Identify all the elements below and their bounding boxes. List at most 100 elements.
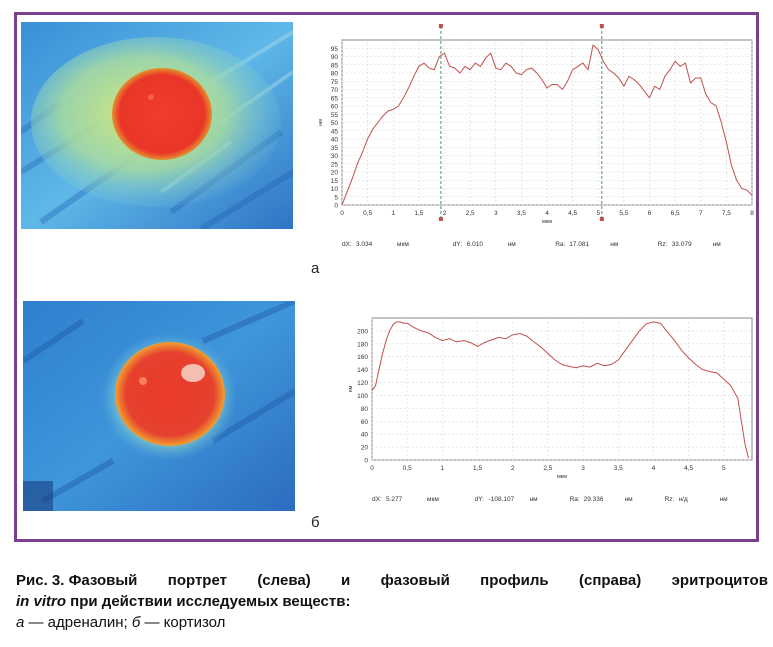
panel-letter-b: б [311,514,320,531]
y-tick-label: 60 [331,104,339,111]
phase-portrait-b [23,301,295,511]
measurement-label: dX: [372,496,382,503]
y-tick-label: 90 [331,54,339,61]
x-tick-label: 2 [443,210,447,217]
y-tick-label: 120 [357,380,368,387]
x-axis-label: мкм [542,219,552,225]
caption-label-a: а [16,614,25,631]
y-tick-label: 30 [331,153,339,160]
plot-area [371,317,753,461]
measurement-unit: нм [508,241,517,248]
y-tick-label: 40 [361,432,369,439]
measurement-label: Rz: [665,496,675,503]
y-tick-label: 20 [331,170,339,177]
profile-chart-b-svg: 0 20 40 60 80 100 120 140 160 180 200 0 0,5 1 1,5 2 2,5 3… [348,317,753,503]
cursor-marker-bottom [438,217,443,221]
caption-word: и [341,572,351,589]
x-tick-label: 1,5 [473,465,482,472]
measurement-label: dY: [475,496,485,503]
x-tick-label: 7,5 [722,210,731,217]
caption-word: (справа) [579,572,642,589]
caption-word: портрет [167,572,227,589]
phase-portrait-a-image [21,22,293,229]
y-tick-label: 0 [334,203,338,210]
measurement-value: -108.107 [489,496,515,503]
caption-text-a: — адреналин; [24,614,132,631]
y-tick-label: 70 [331,87,339,94]
y-tick-label: 100 [357,393,368,400]
y-tick-label: 50 [331,120,339,127]
measurement-label: Rz: [658,241,668,248]
phase-portrait-a [21,22,293,229]
measurement-value: 5.277 [386,496,403,503]
measurement-unit: нм [713,241,722,248]
x-tick-label: 0,5 [403,465,412,472]
x-tick-label: 4 [545,210,549,217]
x-tick-label: 2,5 [466,210,475,217]
measurement-label: Ra: [555,241,565,248]
cursor-marker-top [599,24,604,28]
caption-label-b: б [131,614,141,631]
caption-line-3: а — адреналин; б — кортизол [16,612,768,633]
x-tick-label: 5,5 [619,210,628,217]
caption-line-1: Рис. 3. Фазовый портрет (слева) и фазовы… [16,570,768,591]
x-tick-label: 8 [750,210,754,217]
x-tick-label: 3 [581,465,585,472]
cursor-marker-top [438,24,443,28]
measurement-unit: нм [720,496,729,503]
measurement-unit: мкм [397,241,409,248]
measurement-unit: нм [625,496,634,503]
y-tick-label: 40 [331,137,339,144]
x-tick-label: 0 [340,210,344,217]
measurement-value: 33.079 [672,241,692,248]
y-tick-label: 65 [331,95,339,102]
x-tick-label: 5 [596,210,600,217]
y-tick-label: 20 [361,445,369,452]
profile-series-line [341,44,753,206]
measurement-value: 3.034 [356,241,373,248]
y-axis-label: нм [348,385,354,392]
caption-word: эритроцитов [671,572,768,589]
x-tick-label: 3,5 [517,210,526,217]
panel-letter-a: а [311,260,320,277]
x-tick-label: 5 [722,465,726,472]
x-tick-label: 2,5 [543,465,552,472]
y-tick-label: 160 [357,354,368,361]
y-tick-label: 55 [331,112,339,119]
y-tick-label: 75 [331,79,339,86]
y-tick-label: 140 [357,367,368,374]
y-tick-label: 5 [334,194,338,201]
x-tick-label: 6 [648,210,652,217]
measurement-value: 6.010 [467,241,484,248]
profile-series-line [371,321,749,459]
x-tick-label: 7 [699,210,703,217]
y-tick-label: 35 [331,145,339,152]
y-tick-label: 180 [357,341,368,348]
measurement-label: dX: [342,241,352,248]
profile-chart-a: 0 5 10 15 20 25 30 35 40 45 50 55 60 65 70 75 80 85 90 95 0 0… [318,20,760,270]
y-tick-label: 85 [331,62,339,69]
caption-word: (слева) [257,572,311,589]
y-tick-label: 45 [331,128,339,135]
x-tick-label: 0 [370,465,374,472]
measurement-unit: нм [530,496,539,503]
x-tick-label: 1,5 [414,210,423,217]
caption-line-2-text: при действии исследуемых веществ: [66,593,351,610]
y-tick-label: 80 [361,406,369,413]
measurement-label: Ra: [570,496,580,503]
measurement-value: 29.336 [584,496,604,503]
caption-word: фазовый [380,572,450,589]
measurement-value: н/д [679,496,688,503]
caption-word: Рис. 3. Фазовый [16,572,138,589]
y-tick-label: 80 [331,71,339,78]
cursor-marker-bottom [599,217,604,221]
measurement-unit: нм [610,241,619,248]
x-tick-label: 2 [511,465,515,472]
x-tick-label: 1 [391,210,395,217]
figure-caption: Рис. 3. Фазовый портрет (слева) и фазовы… [16,570,768,633]
x-tick-label: 0,5 [363,210,372,217]
x-tick-label: 4,5 [568,210,577,217]
caption-line-2: in vitro при действии исследуемых вещест… [16,591,768,612]
y-tick-label: 15 [331,178,339,185]
caption-word: профиль [480,572,549,589]
